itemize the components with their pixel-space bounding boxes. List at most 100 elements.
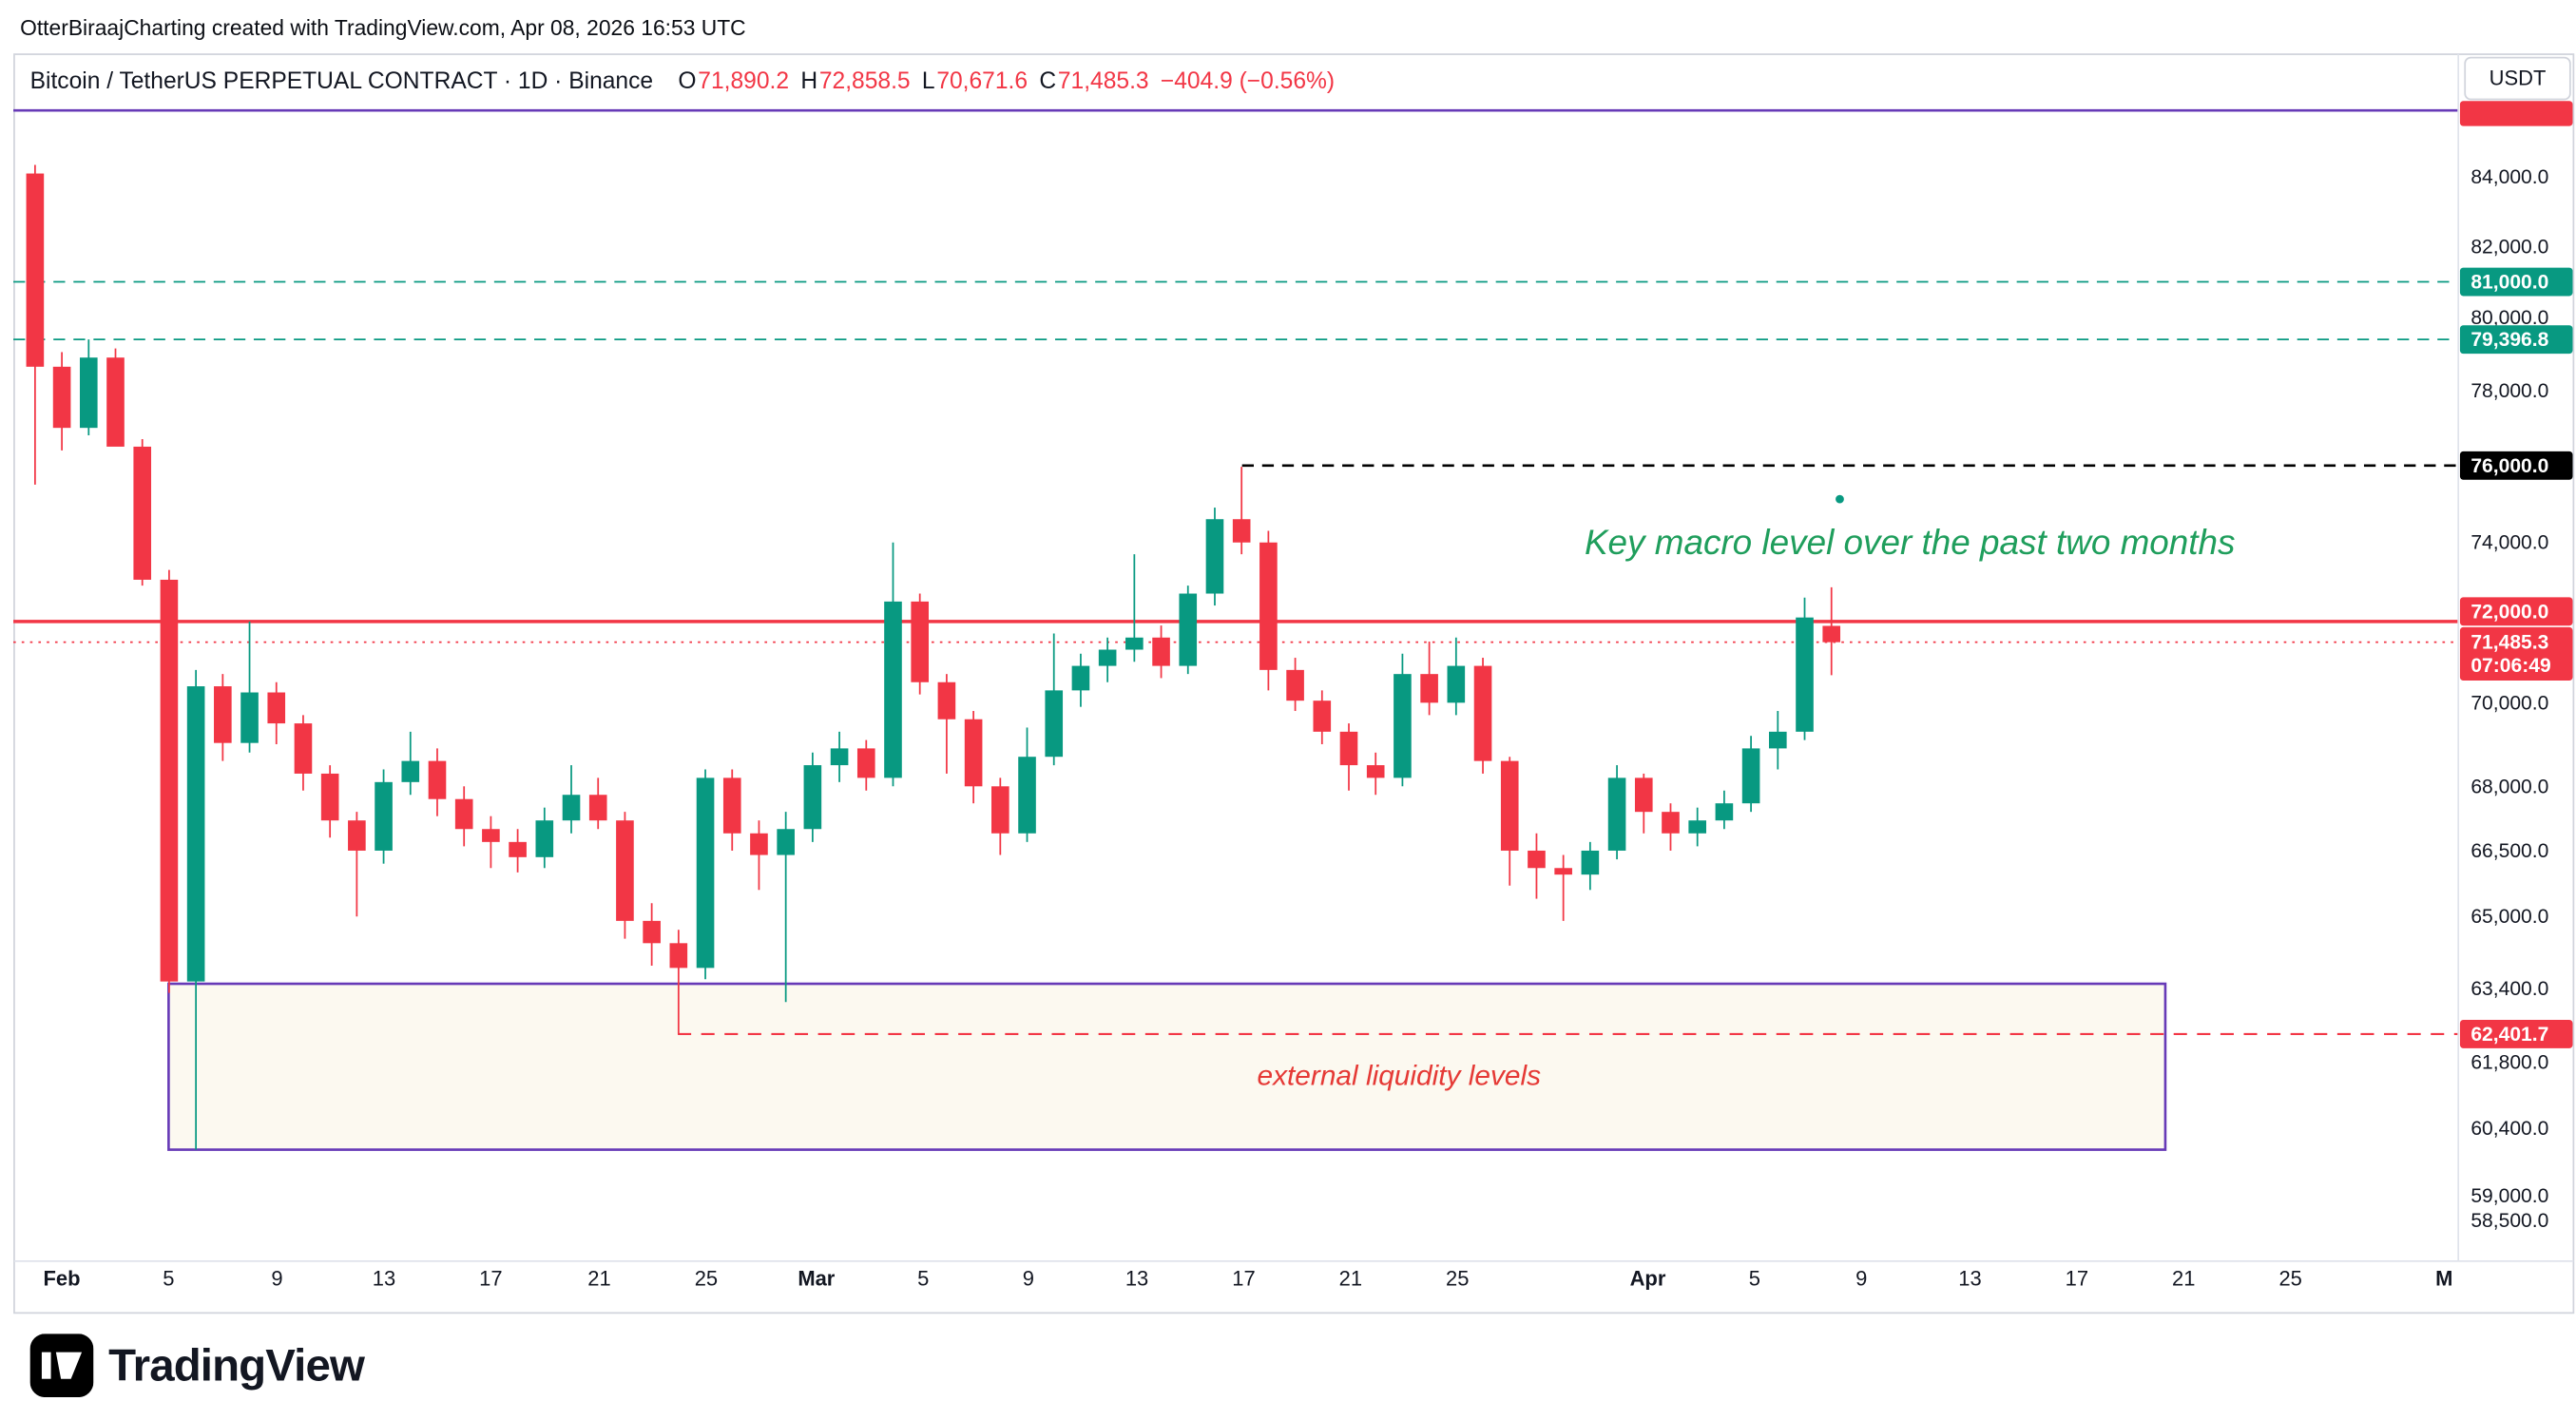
candle[interactable] [616,812,634,939]
currency-toggle-button[interactable]: USDT [2464,56,2571,101]
candle[interactable] [348,812,366,917]
candle[interactable] [240,621,259,753]
price-tag-label: 76,000.0 [2470,455,2548,477]
price-tick-label: 65,000.0 [2470,906,2548,928]
candle[interactable] [401,731,420,796]
candle[interactable] [133,439,152,586]
candle[interactable] [1796,597,1814,740]
candle[interactable] [186,669,205,1150]
candle[interactable] [26,164,45,485]
symbol-title[interactable]: Bitcoin / TetherUS PERPETUAL CONTRACT · … [29,67,654,94]
time-axis-label: 17 [2066,1266,2088,1290]
candle[interactable] [1152,625,1170,679]
candle[interactable] [1741,736,1760,813]
candle[interactable] [482,816,500,869]
candle[interactable] [1768,711,1787,770]
price-tick-label: 61,800.0 [2470,1051,2548,1073]
candle[interactable] [669,930,688,1034]
candle[interactable] [696,769,715,980]
candle[interactable] [937,674,956,774]
ohlc-change: −404.9 (−0.56%) [1160,67,1336,94]
candle[interactable] [79,339,98,436]
candle[interactable] [1018,727,1036,842]
candle[interactable] [991,777,1009,855]
candle[interactable] [1607,765,1626,860]
candle[interactable] [1500,757,1519,886]
candle[interactable] [267,681,286,744]
time-axis-label: 5 [1749,1266,1760,1290]
candle[interactable] [1286,658,1304,712]
time-axis-label: 5 [917,1266,929,1290]
candle[interactable] [1394,653,1412,787]
key-macro-annotation[interactable]: Key macro level over the past two months [1585,523,2236,562]
candle[interactable] [509,829,527,873]
external-liquidity-annotation[interactable]: external liquidity levels [1257,1061,1541,1092]
tradingview-logo[interactable]: TradingView [29,1334,365,1398]
candle[interactable] [1071,653,1090,707]
candle[interactable] [1420,642,1438,716]
candle[interactable] [428,748,447,816]
candle[interactable] [884,542,902,787]
candle[interactable] [1662,803,1680,851]
candle[interactable] [588,777,607,830]
ohlc-close-value: 71,485.3 [1057,67,1149,94]
price-tick-label: 84,000.0 [2470,166,2548,188]
candle[interactable] [1098,637,1117,682]
candle[interactable] [535,807,554,869]
candle[interactable] [830,731,849,782]
candle[interactable] [1473,658,1492,774]
time-axis-label: 13 [1125,1266,1148,1290]
price-tick-label: 60,400.0 [2470,1118,2548,1140]
candle[interactable] [643,903,661,966]
candle[interactable] [160,569,179,993]
candle[interactable] [1205,508,1224,606]
candle[interactable] [1366,752,1385,796]
time-axis-label: 9 [271,1266,282,1290]
candle[interactable] [1447,637,1466,716]
candle[interactable] [1339,723,1358,791]
candle[interactable] [1554,854,1572,921]
candle[interactable] [1688,807,1706,847]
candle[interactable] [1581,841,1600,891]
candle[interactable] [1179,585,1198,675]
time-axis-label: 17 [479,1266,502,1290]
candle[interactable] [722,769,741,851]
price-axis[interactable]: 84,000.0 82,000.0 80,000.0 78,000.0 74,000.0… [2459,101,2573,1232]
candle[interactable] [562,765,581,834]
candle[interactable] [1715,790,1734,830]
candle[interactable] [454,786,473,847]
time-axis-label: 25 [1446,1266,1469,1290]
candle[interactable] [214,674,232,761]
candle[interactable] [803,752,822,842]
external-liquidity-box[interactable] [167,982,2167,1151]
attribution-text: OtterBiraajCharting created with Trading… [20,14,746,41]
candle[interactable] [375,769,393,864]
candle[interactable] [52,352,71,451]
price-tick-label: 63,400.0 [2470,978,2548,1000]
candle[interactable] [294,715,313,791]
candle[interactable] [911,593,930,695]
ohlc-close-label: C [1039,67,1057,94]
candle[interactable] [1232,467,1251,555]
ohlc-open-value: 71,890.2 [698,67,790,94]
time-axis[interactable]: Feb 5 9 13 17 21 25 Mar 5 9 13 17 21 25 Apr 5 9 13 17 21 25 M [43,1266,2452,1290]
candle[interactable] [106,348,125,447]
ohlc-high-label: H [800,67,818,94]
candle[interactable] [1045,633,1064,766]
candle[interactable] [320,765,339,838]
candle[interactable] [777,812,795,1003]
ohlc-open-label: O [678,67,697,94]
candle[interactable] [1528,833,1546,899]
candle[interactable] [1125,554,1144,662]
candle[interactable] [750,820,768,891]
chart-header: Bitcoin / TetherUS PERPETUAL CONTRACT · … [30,67,1335,93]
candle[interactable] [1822,586,1841,676]
candle[interactable] [856,739,875,791]
candle[interactable] [1634,773,1653,834]
time-axis-label: 25 [2278,1266,2301,1290]
candle[interactable] [1259,530,1278,691]
candle[interactable] [1313,690,1332,744]
candle[interactable] [964,711,983,804]
